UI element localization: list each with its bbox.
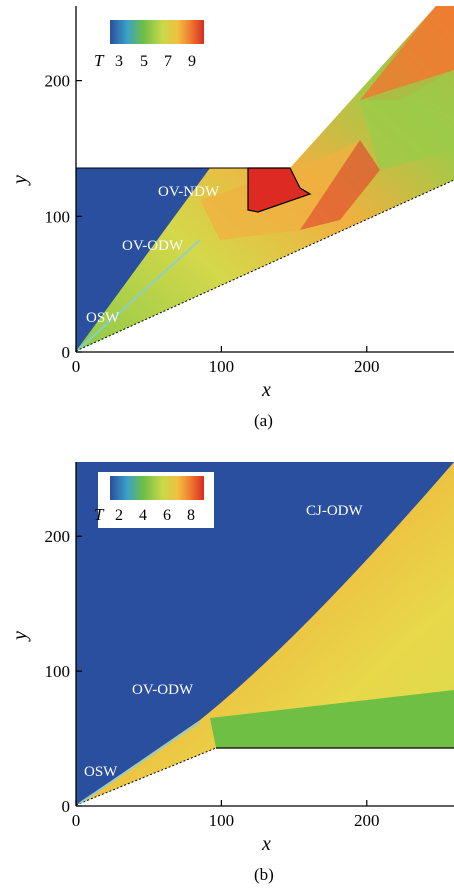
annotation-cj-odw: CJ-ODW: [306, 503, 364, 519]
panel-a-field: [76, 6, 454, 351]
panel-b-colorbar-tick: 2: [115, 507, 123, 524]
panel-b-x-tick-label: 200: [354, 811, 380, 830]
panel-a-x-tick-label: 0: [72, 357, 81, 376]
panel-a-cell-2: [360, 6, 454, 100]
panel-b-wedge-surface: [76, 747, 217, 805]
panel-b-xlabel: x: [261, 833, 271, 855]
annotation-osw: OSW: [86, 310, 120, 326]
panel-a-y-tick-label: 100: [45, 207, 71, 226]
panel-b-ylabel: y: [9, 631, 31, 642]
panel-b-wedge-body: [76, 748, 454, 805]
panel-b-colorbar-tick: 4: [139, 507, 147, 524]
annotation-ov-odw: OV-ODW: [132, 682, 194, 698]
panel-a-x-tick-label: 100: [209, 357, 235, 376]
panel-b-x-tick-label: 100: [209, 811, 235, 830]
annotation-ov-ndw: OV-NDW: [158, 184, 220, 200]
panel-a-colorbar-tick: 3: [115, 53, 123, 70]
panel-a-colorbar: T 3 5 7 9: [94, 16, 214, 74]
panel-a-cell-3: [360, 70, 454, 170]
panel-b-y-tick-label: 100: [45, 662, 71, 681]
panel-b-colorbar-tick: 6: [163, 507, 171, 524]
panel-b-colorbar-gradient: [110, 476, 204, 500]
panel-b-colorbar-symbol: T: [94, 505, 105, 524]
panel-b-colorbar-tick: 8: [187, 507, 195, 524]
panel-b-osw-line: [79, 721, 201, 804]
panel-b-colorbar: T 2 4 6 8: [94, 472, 214, 528]
panel-a-y-tick-label: 0: [62, 343, 71, 362]
panel-b: 0 100 200 0 100 200 CJ-ODW OV-ODW OSW T 2 4 6…: [9, 462, 454, 884]
panel-a-colorbar-gradient: [110, 20, 204, 44]
panel-a-colorbar-tick: 5: [140, 53, 148, 70]
panel-b-caption: (b): [254, 865, 274, 884]
panel-a-caption: (a): [254, 411, 273, 430]
panel-a-cell-4: [300, 140, 380, 230]
panel-a: 0 100 200 0 100 200 OV-NDW OV-ODW OSW T 3 5 7…: [9, 6, 454, 430]
panel-a-colorbar-tick: 9: [188, 53, 196, 70]
panel-a-x-tick-label: 200: [354, 357, 380, 376]
panel-a-osw-line: [77, 239, 201, 351]
panel-b-y-tick-label: 0: [62, 797, 71, 816]
annotation-ov-odw: OV-ODW: [122, 238, 184, 254]
panel-a-wedge-surface: [76, 179, 454, 351]
panel-b-y-tick-label: 200: [45, 527, 71, 546]
panel-a-y-tick-label: 200: [45, 72, 71, 91]
panel-a-ylabel: y: [9, 175, 31, 186]
annotation-osw: OSW: [84, 764, 118, 780]
panel-a-colorbar-tick: 7: [164, 53, 172, 70]
panel-a-xlabel: x: [261, 379, 271, 401]
panel-b-x-tick-label: 0: [72, 811, 81, 830]
panel-a-colorbar-symbol: T: [94, 51, 105, 70]
panel-b-green-region: [210, 690, 454, 748]
